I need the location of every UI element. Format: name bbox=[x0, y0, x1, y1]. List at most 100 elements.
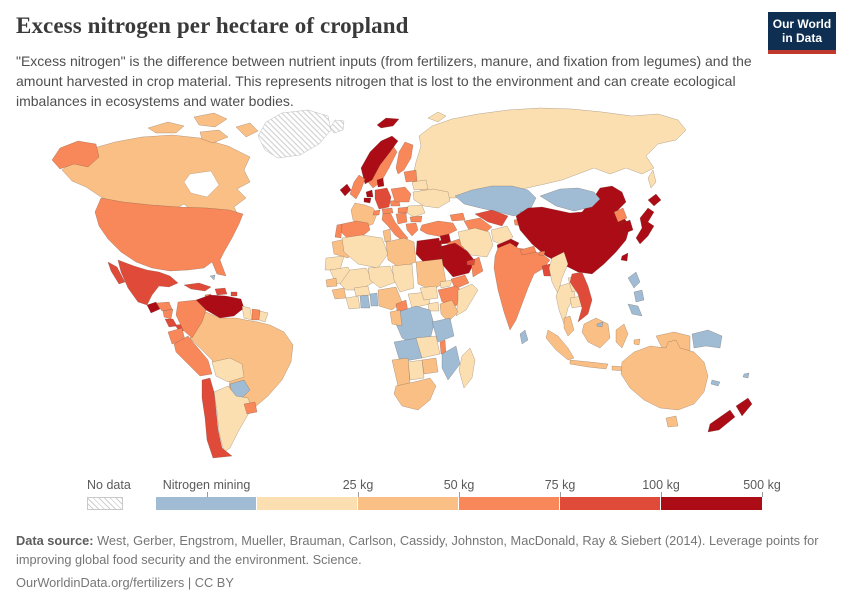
country-maluku[interactable] bbox=[633, 338, 641, 346]
country-sri-lanka[interactable] bbox=[519, 329, 529, 345]
country-iceland[interactable] bbox=[329, 119, 345, 134]
country-chad[interactable] bbox=[391, 263, 415, 293]
country-hungary[interactable] bbox=[397, 206, 409, 214]
country-mozambique[interactable] bbox=[441, 345, 461, 381]
country-nz-north[interactable] bbox=[735, 397, 753, 417]
country-austria[interactable] bbox=[381, 207, 394, 215]
country-somalia[interactable] bbox=[455, 283, 479, 317]
country-japan-hokkaido[interactable] bbox=[647, 193, 662, 207]
country-bhutan[interactable] bbox=[538, 250, 546, 257]
country-nicaragua[interactable] bbox=[162, 308, 174, 320]
country-gabon-congo[interactable] bbox=[389, 309, 403, 327]
country-uzbekistan[interactable] bbox=[474, 209, 509, 227]
legend-bin-mining[interactable] bbox=[156, 497, 257, 510]
legend-bin-b75_100[interactable] bbox=[560, 497, 661, 510]
country-japan-main[interactable] bbox=[635, 207, 655, 245]
country-uganda[interactable] bbox=[427, 301, 440, 312]
country-malaysia[interactable] bbox=[563, 315, 575, 337]
country-togo-benin[interactable] bbox=[369, 292, 379, 307]
country-puerto-rico[interactable] bbox=[230, 291, 238, 297]
country-colombia[interactable] bbox=[175, 299, 207, 339]
country-sulawesi[interactable] bbox=[615, 323, 629, 349]
country-mongolia[interactable] bbox=[539, 187, 601, 212]
country-bahamas[interactable] bbox=[209, 274, 216, 281]
country-uk[interactable] bbox=[349, 174, 366, 200]
country-bolivia[interactable] bbox=[211, 357, 245, 383]
country-baja[interactable] bbox=[107, 261, 126, 285]
country-canada-arctic-3[interactable] bbox=[199, 129, 229, 144]
country-senegal[interactable] bbox=[325, 277, 338, 288]
country-finland[interactable] bbox=[395, 141, 414, 175]
country-nepal[interactable] bbox=[519, 245, 537, 256]
world-map[interactable] bbox=[0, 100, 850, 472]
country-guatemala[interactable] bbox=[146, 301, 161, 314]
country-botswana[interactable] bbox=[407, 359, 425, 381]
country-brazil[interactable] bbox=[189, 311, 294, 415]
country-portugal[interactable] bbox=[334, 223, 343, 239]
country-burkina[interactable] bbox=[353, 285, 371, 297]
country-philippines-1[interactable] bbox=[627, 271, 641, 289]
country-niger[interactable] bbox=[367, 265, 397, 289]
country-ivory-coast[interactable] bbox=[345, 295, 361, 310]
country-philippines-3[interactable] bbox=[627, 303, 643, 317]
country-south-korea[interactable] bbox=[619, 219, 634, 235]
country-vietnam[interactable] bbox=[569, 271, 593, 323]
country-costa-rica[interactable] bbox=[164, 318, 178, 328]
country-kenya[interactable] bbox=[439, 299, 459, 323]
country-canada-arctic-4[interactable] bbox=[235, 122, 259, 138]
country-cuba[interactable] bbox=[183, 282, 212, 292]
country-guinea[interactable] bbox=[331, 287, 347, 300]
country-russia[interactable] bbox=[411, 107, 687, 199]
legend-bin-b0_25[interactable] bbox=[257, 497, 358, 510]
country-belarus[interactable] bbox=[411, 179, 429, 191]
legend-bin-b25_50[interactable] bbox=[358, 497, 459, 510]
license-line[interactable]: OurWorldinData.org/fertilizers | CC BY bbox=[16, 575, 234, 591]
country-honduras[interactable] bbox=[156, 301, 173, 312]
country-libya[interactable] bbox=[385, 237, 417, 269]
country-kazakhstan[interactable] bbox=[454, 185, 537, 217]
country-sudan[interactable] bbox=[415, 258, 447, 291]
country-alaska[interactable] bbox=[51, 140, 100, 170]
country-yemen[interactable] bbox=[450, 274, 470, 290]
country-hispaniola[interactable] bbox=[214, 287, 228, 296]
country-canada-arctic-2[interactable] bbox=[193, 112, 228, 128]
country-chile[interactable] bbox=[201, 377, 233, 459]
legend-bin-b100_500[interactable] bbox=[661, 497, 762, 510]
country-eritrea[interactable] bbox=[439, 279, 453, 289]
country-fiji[interactable] bbox=[742, 372, 750, 379]
country-ghana[interactable] bbox=[359, 294, 371, 309]
country-australia[interactable] bbox=[620, 339, 709, 411]
country-greece[interactable] bbox=[405, 222, 419, 237]
country-new-caledonia[interactable] bbox=[710, 379, 721, 387]
country-java[interactable] bbox=[569, 359, 609, 370]
country-nz-south[interactable] bbox=[707, 409, 736, 433]
country-switzerland[interactable] bbox=[372, 209, 381, 216]
country-canada-arctic-1[interactable] bbox=[147, 121, 185, 134]
country-zimbabwe[interactable] bbox=[421, 357, 439, 375]
country-madagascar[interactable] bbox=[458, 347, 476, 389]
country-bulgaria[interactable] bbox=[409, 215, 423, 223]
country-belgium[interactable] bbox=[363, 197, 372, 204]
country-suriname[interactable] bbox=[251, 308, 261, 321]
country-borneo[interactable] bbox=[581, 317, 611, 349]
country-fr-guiana[interactable] bbox=[258, 310, 269, 323]
country-ireland[interactable] bbox=[339, 183, 352, 197]
country-sakhalin[interactable] bbox=[647, 169, 657, 189]
country-ukraine[interactable] bbox=[412, 188, 451, 209]
country-north-korea[interactable] bbox=[613, 207, 628, 223]
country-romania[interactable] bbox=[406, 204, 426, 218]
country-usa[interactable] bbox=[94, 197, 244, 277]
country-denmark[interactable] bbox=[376, 177, 385, 188]
country-svalbard[interactable] bbox=[376, 117, 400, 129]
legend-bin-b50_75[interactable] bbox=[459, 497, 560, 510]
country-baltics[interactable] bbox=[403, 169, 418, 183]
country-algeria[interactable] bbox=[341, 234, 389, 269]
country-tanzania[interactable] bbox=[431, 317, 455, 343]
country-norway[interactable] bbox=[360, 135, 399, 185]
country-taiwan[interactable] bbox=[620, 252, 629, 262]
country-tunisia[interactable] bbox=[382, 228, 392, 243]
country-uruguay[interactable] bbox=[243, 401, 258, 415]
country-iran[interactable] bbox=[457, 227, 494, 258]
country-brunei[interactable] bbox=[596, 321, 604, 328]
country-caucasus[interactable] bbox=[449, 212, 466, 222]
